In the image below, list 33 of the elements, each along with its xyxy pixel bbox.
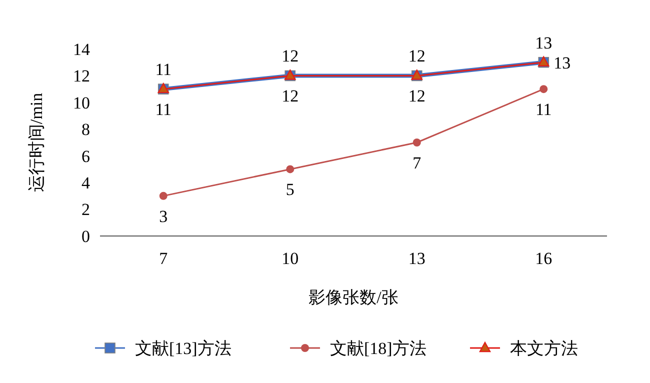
x-tick-label: 10 [282, 249, 299, 268]
legend-label: 文献[18]方法 [330, 338, 426, 358]
y-tick-label: 0 [82, 226, 90, 246]
x-tick-label: 13 [408, 249, 426, 268]
x-tick-label: 16 [535, 249, 552, 268]
data-label: 11 [155, 100, 172, 120]
point [412, 138, 421, 146]
y-tick-label: 10 [73, 93, 90, 112]
x-axis-title: 影像张数/张 [308, 288, 398, 307]
x-tick-label: 7 [159, 249, 168, 268]
data-label: 13 [554, 53, 571, 72]
data-label: 3 [159, 206, 168, 226]
y-tick-label: 14 [73, 40, 90, 59]
point [540, 85, 548, 94]
data-label: 7 [412, 154, 422, 172]
legend-label: 本文方法 [510, 338, 578, 358]
point [286, 165, 294, 174]
y-tick-label: 12 [73, 66, 90, 86]
data-label: 12 [282, 86, 299, 106]
y-tick-label: 6 [82, 146, 90, 166]
data-label: 13 [535, 33, 552, 52]
data-label: 12 [408, 46, 426, 66]
point [159, 192, 168, 200]
data-label: 12 [408, 86, 426, 106]
legend-label: 文献[13]方法 [135, 338, 232, 358]
y-tick-label: 8 [82, 120, 90, 140]
data-label: 11 [155, 60, 172, 80]
data-label: 11 [535, 100, 552, 120]
y-axis-title: 运行时间/min [27, 92, 46, 192]
y-tick-label: 2 [82, 200, 90, 220]
data-label: 5 [286, 180, 294, 200]
y-tick-label: 4 [82, 174, 90, 193]
data-label: 12 [282, 46, 299, 66]
